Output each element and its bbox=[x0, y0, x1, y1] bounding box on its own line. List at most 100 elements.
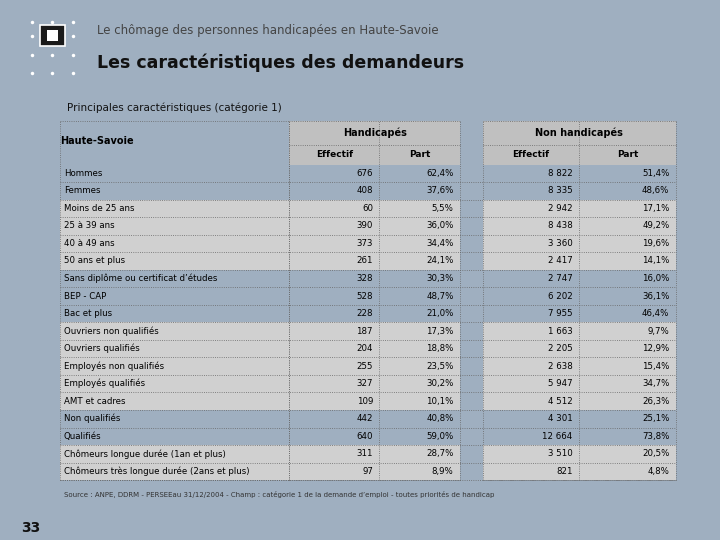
Text: 30,3%: 30,3% bbox=[426, 274, 454, 283]
Text: Handicapés: Handicapés bbox=[343, 127, 407, 138]
Text: Sans diplôme ou certificat d’études: Sans diplôme ou certificat d’études bbox=[63, 274, 217, 283]
Text: 50 ans et plus: 50 ans et plus bbox=[63, 256, 125, 266]
Bar bbox=[482, 322, 676, 340]
Bar bbox=[289, 145, 460, 165]
Bar bbox=[289, 375, 460, 393]
Text: 442: 442 bbox=[356, 414, 373, 423]
Text: 8 335: 8 335 bbox=[548, 186, 572, 195]
Text: 2 747: 2 747 bbox=[548, 274, 572, 283]
Bar bbox=[482, 445, 676, 463]
Text: AMT et cadres: AMT et cadres bbox=[63, 397, 125, 406]
Text: 51,4%: 51,4% bbox=[642, 169, 670, 178]
Bar bbox=[289, 235, 460, 252]
Text: 25 à 39 ans: 25 à 39 ans bbox=[63, 221, 114, 231]
Text: Source : ANPE, DDRM - PERSEEau 31/12/2004 - Champ : catégorie 1 de la demande d’: Source : ANPE, DDRM - PERSEEau 31/12/200… bbox=[63, 491, 494, 498]
Text: Ouvriers non qualifiés: Ouvriers non qualifiés bbox=[63, 326, 158, 336]
Text: 62,4%: 62,4% bbox=[426, 169, 454, 178]
Bar bbox=[60, 393, 289, 410]
Text: 9,7%: 9,7% bbox=[648, 327, 670, 335]
Text: 15,4%: 15,4% bbox=[642, 362, 670, 370]
Text: 4 301: 4 301 bbox=[548, 414, 572, 423]
Text: 16,0%: 16,0% bbox=[642, 274, 670, 283]
Text: 187: 187 bbox=[356, 327, 373, 335]
Text: 25,1%: 25,1% bbox=[642, 414, 670, 423]
Text: Hommes: Hommes bbox=[63, 169, 102, 178]
Text: 34,4%: 34,4% bbox=[426, 239, 454, 248]
Text: Non handicapés: Non handicapés bbox=[535, 127, 623, 138]
Text: 255: 255 bbox=[356, 362, 373, 370]
Bar bbox=[289, 217, 460, 235]
Bar bbox=[60, 463, 289, 480]
Text: Non qualifiés: Non qualifiés bbox=[63, 414, 120, 423]
Bar bbox=[482, 235, 676, 252]
Text: 14,1%: 14,1% bbox=[642, 256, 670, 266]
Bar bbox=[482, 200, 676, 217]
Bar bbox=[482, 340, 676, 357]
Text: 10,1%: 10,1% bbox=[426, 397, 454, 406]
Bar bbox=[60, 235, 289, 252]
Text: 73,8%: 73,8% bbox=[642, 432, 670, 441]
Text: 676: 676 bbox=[356, 169, 373, 178]
Bar bbox=[60, 200, 289, 217]
Text: 8 822: 8 822 bbox=[548, 169, 572, 178]
Text: 21,0%: 21,0% bbox=[426, 309, 454, 318]
Text: 3 510: 3 510 bbox=[548, 449, 572, 458]
Text: Bac et plus: Bac et plus bbox=[63, 309, 112, 318]
Text: 12,9%: 12,9% bbox=[642, 344, 670, 353]
Bar bbox=[289, 121, 460, 145]
Bar bbox=[40, 25, 65, 46]
Text: Moins de 25 ans: Moins de 25 ans bbox=[63, 204, 134, 213]
Text: 5,5%: 5,5% bbox=[432, 204, 454, 213]
Text: 4,8%: 4,8% bbox=[647, 467, 670, 476]
Text: 19,6%: 19,6% bbox=[642, 239, 670, 248]
Bar bbox=[289, 200, 460, 217]
Text: 328: 328 bbox=[356, 274, 373, 283]
Bar bbox=[60, 322, 289, 340]
Bar bbox=[60, 252, 289, 269]
Text: 8,9%: 8,9% bbox=[432, 467, 454, 476]
Bar bbox=[289, 340, 460, 357]
Bar bbox=[289, 463, 460, 480]
Text: 228: 228 bbox=[356, 309, 373, 318]
Bar bbox=[289, 393, 460, 410]
Text: 40,8%: 40,8% bbox=[426, 414, 454, 423]
Bar bbox=[289, 252, 460, 269]
Text: 2 205: 2 205 bbox=[548, 344, 572, 353]
Text: 40 à 49 ans: 40 à 49 ans bbox=[63, 239, 114, 248]
Text: 2 942: 2 942 bbox=[548, 204, 572, 213]
Text: Femmes: Femmes bbox=[63, 186, 100, 195]
Text: 33: 33 bbox=[22, 521, 41, 535]
Text: 34,7%: 34,7% bbox=[642, 379, 670, 388]
Text: 36,1%: 36,1% bbox=[642, 292, 670, 300]
Text: 12 664: 12 664 bbox=[542, 432, 572, 441]
Bar bbox=[60, 340, 289, 357]
Text: 48,6%: 48,6% bbox=[642, 186, 670, 195]
Text: 7 955: 7 955 bbox=[548, 309, 572, 318]
Bar bbox=[482, 145, 676, 165]
Text: 30,2%: 30,2% bbox=[426, 379, 454, 388]
Text: 373: 373 bbox=[356, 239, 373, 248]
Text: Employés qualifiés: Employés qualifiés bbox=[63, 379, 145, 388]
Bar bbox=[482, 375, 676, 393]
Bar bbox=[289, 322, 460, 340]
Text: Haute-Savoie: Haute-Savoie bbox=[60, 136, 134, 146]
Text: 60: 60 bbox=[362, 204, 373, 213]
Text: 18,8%: 18,8% bbox=[426, 344, 454, 353]
Bar bbox=[60, 217, 289, 235]
Text: 311: 311 bbox=[356, 449, 373, 458]
Text: 48,7%: 48,7% bbox=[426, 292, 454, 300]
Text: 5 947: 5 947 bbox=[548, 379, 572, 388]
Text: Qualifiés: Qualifiés bbox=[63, 432, 102, 441]
Text: 37,6%: 37,6% bbox=[426, 186, 454, 195]
Text: 3 360: 3 360 bbox=[548, 239, 572, 248]
Text: Les caractéristiques des demandeurs: Les caractéristiques des demandeurs bbox=[97, 53, 464, 72]
Text: 26,3%: 26,3% bbox=[642, 397, 670, 406]
Text: Le chômage des personnes handicapées en Haute-Savoie: Le chômage des personnes handicapées en … bbox=[97, 24, 438, 37]
Text: 821: 821 bbox=[557, 467, 572, 476]
Bar bbox=[482, 252, 676, 269]
Bar bbox=[482, 393, 676, 410]
Text: Chômeurs longue durée (1an et plus): Chômeurs longue durée (1an et plus) bbox=[63, 449, 225, 458]
Text: Chômeurs très longue durée (2ans et plus): Chômeurs très longue durée (2ans et plus… bbox=[63, 467, 249, 476]
Bar bbox=[482, 463, 676, 480]
Bar bbox=[289, 445, 460, 463]
